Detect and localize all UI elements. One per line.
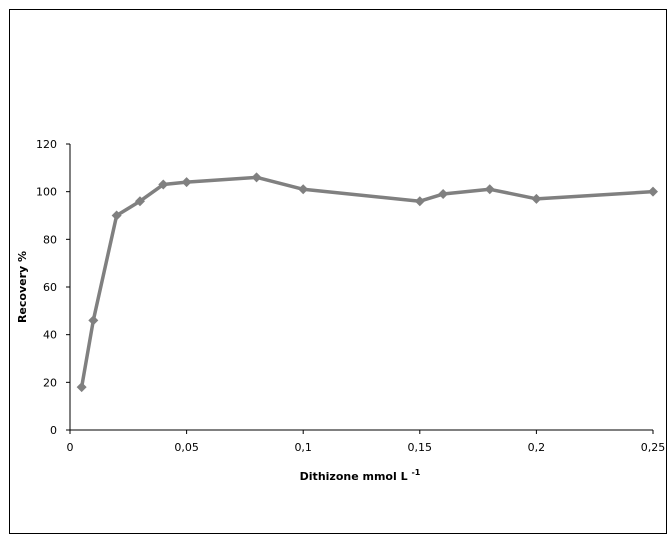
data-point-marker <box>484 184 495 195</box>
y-axis-ticks: 0 20 40 60 80 100 120 <box>36 138 70 437</box>
y-tick-label: 60 <box>43 281 57 294</box>
x-tick-label: 0,05 <box>174 441 199 454</box>
y-tick-label: 40 <box>43 329 57 342</box>
data-point-marker <box>76 382 87 393</box>
data-point-marker <box>134 196 145 207</box>
y-axis-title: Recovery % <box>16 251 29 323</box>
x-axis-title-text: Dithizone mmol L <box>300 470 408 483</box>
data-point-marker <box>414 196 425 207</box>
x-tick-label: 0 <box>67 441 74 454</box>
y-tick-label: 80 <box>43 233 57 246</box>
data-point-marker <box>648 186 658 197</box>
x-tick-label: 0,15 <box>408 441 433 454</box>
data-point-marker <box>88 315 99 326</box>
x-tick-label: 0,1 <box>294 441 312 454</box>
data-point-marker <box>158 179 169 190</box>
data-point-marker <box>181 177 192 188</box>
y-tick-label: 100 <box>36 186 57 199</box>
data-point-marker <box>438 189 449 200</box>
chart-border <box>9 9 667 534</box>
y-tick-label: 120 <box>36 138 57 151</box>
x-axis-title-superscript: -1 <box>411 468 420 477</box>
series-layer <box>76 172 658 393</box>
x-axis-ticks: 0 0,05 0,1 0,15 0,2 0,25 <box>67 430 666 454</box>
data-point-marker <box>531 193 542 204</box>
data-point-marker <box>111 210 122 221</box>
data-point-marker <box>298 184 309 195</box>
data-point-marker <box>251 172 262 183</box>
x-axis-title: Dithizone mmol L -1 <box>300 468 421 483</box>
x-tick-label: 0,2 <box>528 441 546 454</box>
y-tick-label: 20 <box>43 376 57 389</box>
y-tick-label: 0 <box>50 424 57 437</box>
x-tick-label: 0,25 <box>641 441 666 454</box>
